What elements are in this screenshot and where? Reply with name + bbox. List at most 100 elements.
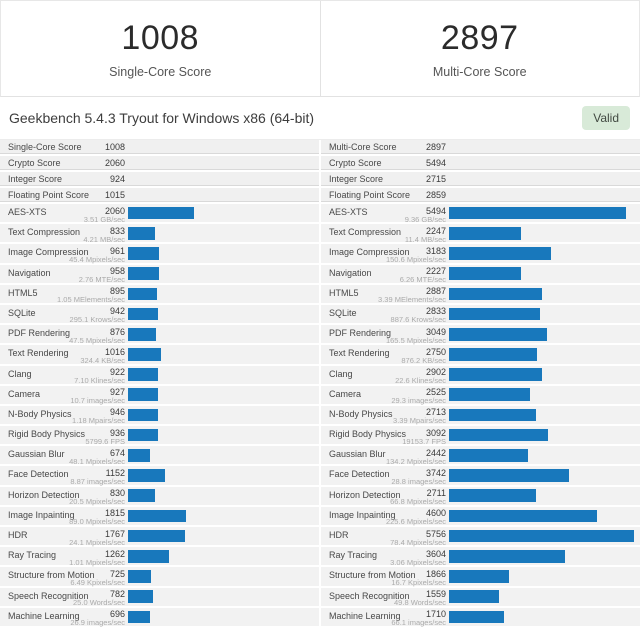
test-row: SQLite 942 295.1 Krows/sec — [0, 304, 319, 324]
test-rate: 3.06 Mpixels/sec — [390, 557, 446, 567]
test-rate: 16.7 Kpixels/sec — [391, 577, 446, 587]
test-score: 2887 — [425, 286, 446, 297]
test-row: N-Body Physics 2713 3.39 Mpairs/sec — [321, 405, 640, 426]
summary-value: 2060 — [104, 158, 125, 168]
test-score: 782 — [109, 589, 125, 600]
test-row: Structure from Motion 1866 16.7 Kpixels/se… — [321, 567, 640, 587]
test-rate: 29.3 images/sec — [391, 396, 446, 406]
multi-core-results-panel: Multi-Core Score 2897 Crypto Score 5494 Inte… — [321, 140, 640, 628]
summary-label: Single-Core Score — [8, 142, 82, 152]
score-bar — [128, 610, 151, 624]
test-name: Horizon Detection — [8, 489, 80, 500]
test-name: Face Detection — [8, 469, 69, 480]
score-summary-header: 1008 Single-Core Score 2897 Multi-Core S… — [0, 0, 640, 97]
test-name: AES-XTS — [329, 207, 368, 217]
score-bar — [128, 348, 161, 361]
score-bar — [128, 489, 155, 503]
score-bar — [128, 388, 158, 402]
summary-row: Floating Point Score 1015 — [0, 188, 319, 202]
test-score: 961 — [109, 245, 125, 256]
test-rate: 3.51 GB/sec — [83, 214, 125, 224]
score-bar — [128, 206, 195, 220]
summary-row: Crypto Score 2060 — [0, 156, 319, 170]
test-name: Text Compression — [329, 227, 402, 238]
test-name: Camera — [8, 388, 41, 399]
test-rate: 225.6 Mpixels/sec — [385, 517, 446, 527]
test-row: Text Compression 833 4.21 MB/sec — [0, 224, 319, 244]
test-rate: 11.4 MB/sec — [404, 234, 446, 244]
score-bar — [449, 529, 634, 543]
multi-core-score-value: 2897 — [440, 18, 519, 57]
test-row: Machine Learning 1710 66.1 images/sec — [321, 607, 640, 627]
summary-label: Integer Score — [329, 174, 384, 184]
test-name: N-Body Physics — [8, 408, 72, 419]
test-score: 696 — [109, 609, 125, 620]
summary-value: 2897 — [425, 142, 446, 152]
test-rate: 324.4 KB/sec — [80, 355, 125, 365]
test-score: 4600 — [425, 508, 446, 519]
score-bar — [449, 287, 542, 301]
test-name: Machine Learning — [8, 610, 80, 621]
score-bar — [449, 610, 504, 624]
test-name: HDR — [329, 530, 349, 540]
test-score: 1815 — [104, 508, 125, 519]
test-row: AES-XTS 2060 3.51 GB/sec — [0, 204, 319, 224]
test-rate: 134.2 Mpixels/sec — [385, 456, 446, 466]
test-score: 958 — [109, 266, 125, 277]
test-score: 876 — [109, 326, 125, 337]
test-score: 1262 — [104, 548, 125, 559]
test-score: 2833 — [425, 306, 446, 317]
test-score: 3604 — [425, 548, 446, 559]
test-score: 1710 — [425, 609, 446, 620]
score-bar — [449, 489, 537, 503]
results-tables: Single-Core Score 1008 Crypto Score 2060 Int… — [0, 140, 640, 628]
test-name: Image Compression — [8, 247, 89, 258]
test-name: Rigid Body Physics — [8, 429, 86, 440]
test-rate: 26.9 images/sec — [70, 618, 125, 628]
test-score: 946 — [109, 407, 125, 418]
test-name: Image Inpainting — [8, 509, 75, 520]
test-name: PDF Rendering — [329, 328, 392, 339]
test-row: Text Compression 2247 11.4 MB/sec — [321, 224, 640, 244]
test-score: 2902 — [425, 367, 446, 377]
test-rate: 10.7 images/sec — [70, 396, 125, 406]
test-name: Horizon Detection — [329, 489, 401, 500]
test-score: 2060 — [104, 205, 125, 216]
test-row: PDF Rendering 876 47.5 Mpixels/sec — [0, 325, 319, 345]
test-row: Navigation 958 2.76 MTE/sec — [0, 264, 319, 284]
test-rate: 49.8 Words/sec — [394, 598, 446, 608]
test-row: Clang 922 7.10 Klines/sec — [0, 365, 319, 385]
test-rate: 5799.6 FPS — [85, 436, 125, 446]
test-name: Text Rendering — [329, 348, 390, 359]
test-score: 1152 — [105, 467, 125, 478]
test-rate: 4.21 MB/sec — [83, 234, 125, 244]
test-score: 922 — [109, 367, 125, 377]
test-rate: 22.6 Klines/sec — [395, 376, 446, 385]
summary-row: Crypto Score 5494 — [321, 156, 640, 170]
test-row: Machine Learning 696 26.9 images/sec — [0, 607, 319, 628]
score-bar — [449, 408, 537, 422]
test-row: HTML5 895 1.05 MElements/sec — [0, 284, 319, 304]
test-name: SQLite — [8, 307, 36, 318]
score-bar — [449, 327, 547, 341]
test-name: Navigation — [329, 267, 372, 278]
score-bar — [449, 206, 626, 220]
test-name: Gaussian Blur — [8, 449, 65, 460]
test-row: HTML5 2887 3.39 MElements/sec — [321, 284, 640, 304]
test-score: 1559 — [425, 589, 446, 600]
multi-core-score-card: 2897 Multi-Core Score — [321, 1, 640, 96]
summary-label: Integer Score — [8, 174, 63, 184]
test-row: Horizon Detection 2711 66.8 Mpixels/sec — [321, 486, 640, 506]
test-score: 2711 — [426, 488, 446, 499]
score-bar — [128, 368, 158, 381]
multi-core-score-label: Multi-Core Score — [432, 64, 527, 79]
test-rate: 3.39 Mpairs/sec — [393, 416, 446, 426]
score-bar — [449, 226, 522, 240]
test-score: 1866 — [425, 568, 446, 579]
test-name: HDR — [8, 530, 28, 540]
test-rate: 1.01 Mpixels/sec — [69, 557, 125, 567]
test-row: Ray Tracing 3604 3.06 Mpixels/sec — [321, 547, 640, 567]
test-score: 2227 — [425, 266, 446, 277]
score-bar — [128, 267, 159, 280]
score-bar — [449, 590, 500, 603]
